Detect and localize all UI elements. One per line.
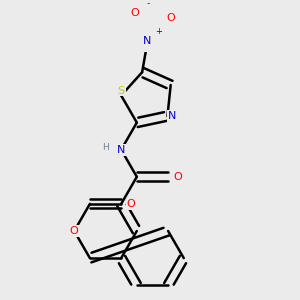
Text: +: + (155, 27, 162, 36)
Text: O: O (167, 13, 176, 23)
Text: O: O (174, 172, 182, 182)
Text: N: N (143, 36, 152, 46)
Text: -: - (147, 0, 150, 8)
Text: H: H (102, 143, 109, 152)
Text: O: O (127, 199, 135, 209)
Text: S: S (118, 85, 125, 96)
Text: N: N (168, 111, 177, 121)
Text: O: O (130, 8, 139, 18)
Text: N: N (117, 145, 125, 155)
Text: O: O (70, 226, 79, 236)
